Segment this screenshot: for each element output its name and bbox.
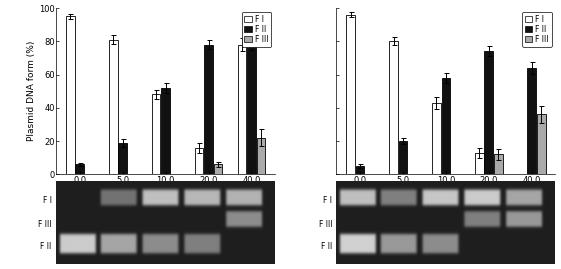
Bar [485, 51, 493, 174]
Legend: F I, F II, F III: F I, F II, F III [522, 12, 551, 47]
Bar [527, 68, 536, 174]
Bar [494, 154, 503, 174]
Text: F II: F II [40, 242, 52, 251]
Bar [432, 103, 441, 174]
Text: F I: F I [43, 196, 52, 204]
Bar [118, 143, 127, 174]
Bar [389, 41, 398, 174]
Y-axis label: Plasmid DNA form (%): Plasmid DNA form (%) [27, 41, 36, 141]
Text: F III: F III [38, 220, 52, 229]
Bar [204, 45, 213, 174]
Bar [475, 153, 484, 174]
Text: A: A [255, 13, 263, 23]
Bar [442, 78, 450, 174]
Legend: F I, F II, F III: F I, F II, F III [242, 12, 272, 47]
Bar [256, 138, 265, 174]
Bar [537, 114, 545, 174]
Bar [195, 148, 204, 174]
Bar [247, 45, 256, 174]
Bar [152, 94, 160, 174]
Bar [346, 15, 355, 174]
Bar [214, 164, 222, 174]
Text: F I: F I [323, 196, 332, 204]
Bar [66, 16, 75, 174]
Text: F II: F II [321, 242, 332, 251]
X-axis label: 2 (μmol L⁻¹): 2 (μmol L⁻¹) [421, 187, 471, 196]
Bar [356, 166, 364, 174]
Bar [75, 164, 84, 174]
Bar [399, 141, 407, 174]
Text: B: B [536, 13, 543, 23]
Bar [109, 40, 118, 174]
Bar [161, 88, 170, 174]
Bar [238, 45, 246, 174]
X-axis label: μmol L⁻¹: μmol L⁻¹ [148, 187, 183, 196]
Text: F III: F III [319, 220, 332, 229]
